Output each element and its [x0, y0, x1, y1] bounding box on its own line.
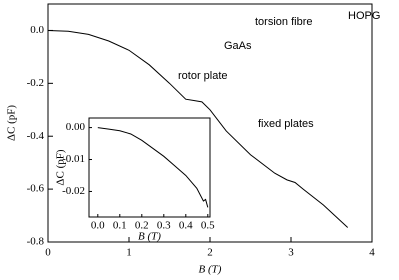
y-tick-label: -0.4 — [27, 130, 45, 142]
y-tick-label: 0.00 — [66, 121, 86, 133]
y-tick-label: -0.8 — [27, 236, 45, 248]
annotation: torsion fibre — [255, 16, 312, 28]
y-tick-label: -0.01 — [62, 153, 85, 165]
x-axis-label: B (T) — [199, 264, 222, 276]
x-tick-label: 1 — [126, 247, 132, 259]
x-tick-label: 0 — [45, 247, 51, 259]
y-axis-label: ΔC (pF) — [55, 149, 67, 185]
y-tick-label: -0.6 — [27, 183, 45, 195]
x-tick-label: 0.3 — [157, 220, 171, 232]
y-tick-label: -0.2 — [27, 77, 44, 89]
x-tick-label: 0.4 — [179, 220, 193, 232]
x-tick-label: 0.0 — [91, 220, 105, 232]
annotation: rotor plate — [178, 70, 228, 82]
y-axis-label: ΔC (pF) — [6, 105, 18, 141]
annotation: fixed plates — [258, 118, 314, 130]
y-tick-label: -0.02 — [62, 185, 85, 197]
x-tick-label: 4 — [369, 247, 375, 259]
annotation: GaAs — [224, 40, 252, 52]
annotation: HOPG — [348, 10, 380, 22]
plot-frame — [88, 117, 211, 218]
data-line — [97, 127, 209, 208]
y-tick-label: 0.0 — [30, 24, 44, 36]
x-tick-label: 2 — [207, 247, 213, 259]
x-axis-label: B (T) — [138, 231, 161, 243]
x-tick-label: 3 — [288, 247, 294, 259]
x-tick-label: 0.5 — [201, 220, 215, 232]
data-line — [47, 29, 349, 228]
x-tick-label: 0.2 — [135, 220, 149, 232]
x-tick-label: 0.1 — [113, 220, 127, 232]
